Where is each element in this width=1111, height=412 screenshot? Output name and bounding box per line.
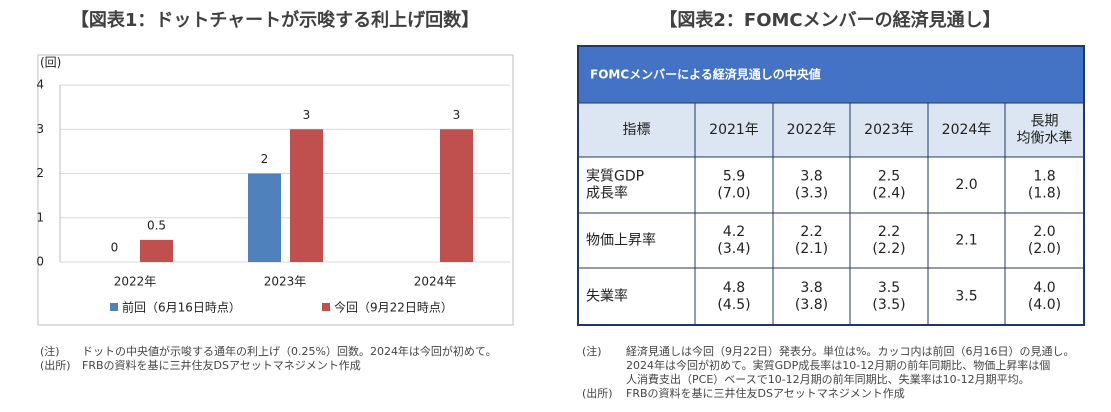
legend-label: 今回（9月22日時点） [334,300,453,315]
cell-text: (2.0) [1028,241,1061,257]
cell-text: 実質GDP [586,169,644,185]
cell [772,267,851,326]
cell-text: (7.0) [717,186,750,202]
chart-frame [37,54,514,326]
cell-text: 2.5 [878,169,900,185]
cell-text: (3.8) [795,297,828,313]
y-tick-label: 2 [36,166,44,180]
legend-swatch [322,303,330,311]
y-tick-label: 3 [36,122,44,136]
note-text: FRBの資料を基に三井住友DSアセットマネジメント作成 [82,358,361,372]
y-axis-label: (回) [40,56,61,70]
table-border [577,45,1085,326]
cell-text: 2.0 [955,177,977,193]
note-label: (注) [40,344,60,358]
table-caption: FOMCメンバーによる経済見通しの中央値 [590,67,821,82]
note-text: 人消費支出（PCE）ベースで10-12月期の前年同期比、失業率は10-12月期平… [626,372,1030,386]
header-text: 長期 [1031,114,1059,130]
note-label: (注) [582,344,602,358]
cell-text: (2.1) [795,241,828,257]
cell-text: (2.4) [872,186,905,202]
data-label: 3 [453,108,461,122]
header-text: 2024年 [942,122,992,138]
cell [694,212,774,269]
cell-text: 2.0 [1033,224,1055,240]
cell [772,212,851,269]
header-text: 2023年 [864,122,914,138]
cell-text: 1.8 [1033,169,1055,185]
bar [140,239,173,262]
legend-swatch [110,303,118,311]
bar [248,173,281,262]
data-label: 0.5 [147,218,166,232]
note-text: 2024年は今回が初めて。実質GDP成長率は10-12月期の前年同期比、物価上昇… [626,358,1050,372]
cell [927,212,1006,269]
cell-text: (3.3) [795,186,828,202]
cell-text: 2.2 [878,224,900,240]
cell-text: 2.2 [800,224,822,240]
cell-text: 3.5 [878,280,900,296]
cell-text: 4.8 [723,280,745,296]
cell [849,267,929,326]
cell-text: (3.4) [717,241,750,257]
note-label: (出所) [582,386,613,400]
data-label: 2 [261,152,269,166]
cell-text: 3.5 [955,289,977,305]
cell [849,156,929,214]
cell [1004,267,1085,326]
cell [694,267,774,326]
cell [1004,212,1085,269]
header-text: 均衡水準 [1017,131,1073,147]
note-text: 経済見通しは今回（9月22日）発表分。単位は%。カッコ内は前回（6月16日）の見… [626,344,1074,358]
x-tick-label: 2024年 [414,275,457,289]
cell-text: (3.5) [872,297,905,313]
cell-text: 5.9 [723,169,745,185]
note-text: FRBの資料を基に三井住友DSアセットマネジメント作成 [626,386,905,400]
data-label: 3 [303,108,311,122]
cell-text: 4.2 [723,224,745,240]
cell [694,156,774,214]
cell-text: 成長率 [586,185,628,202]
cell [577,267,696,326]
bar [290,129,323,262]
cell-text: 2.1 [955,233,977,249]
cell [849,212,929,269]
cell [1004,156,1085,214]
cell-text: (4.0) [1028,297,1061,313]
header-cell [1004,102,1085,158]
cell [577,212,696,269]
data-label: 0 [111,241,119,255]
y-tick-label: 1 [36,210,44,224]
header-cell [577,102,696,158]
header-text: 2021年 [709,122,759,138]
cell-text: 失業率 [586,288,628,305]
note-label: (出所) [40,358,71,372]
cell-text: 3.8 [800,280,822,296]
note-text: ドットの中央値が示唆する通年の利上げ（0.25%）回数。2024年は今回が初めて… [82,344,497,358]
header-text: 指標 [623,122,651,138]
cell-text: (1.8) [1028,186,1061,202]
x-tick-label: 2023年 [264,275,307,289]
y-tick-label: 4 [36,78,44,92]
table-title: 【図表2：FOMCメンバーの経済見通し】 [659,9,1000,31]
cell-text: 3.8 [800,169,822,185]
cell [927,267,1006,326]
header-text: 2022年 [787,122,837,138]
bar [440,129,473,262]
cell-text: (4.5) [717,297,750,313]
cell-text: 4.0 [1033,280,1055,296]
cell-text: (2.2) [872,241,905,257]
y-tick-label: 0 [36,255,44,269]
cell [927,156,1006,214]
chart-title: 【図表1：ドットチャートが示唆する利上げ回数】 [71,9,479,31]
header-cell [927,102,1006,158]
x-tick-label: 2022年 [114,275,157,289]
legend-label: 前回（6月16日時点） [122,300,241,315]
cell-text: 物価上昇率 [586,232,656,249]
